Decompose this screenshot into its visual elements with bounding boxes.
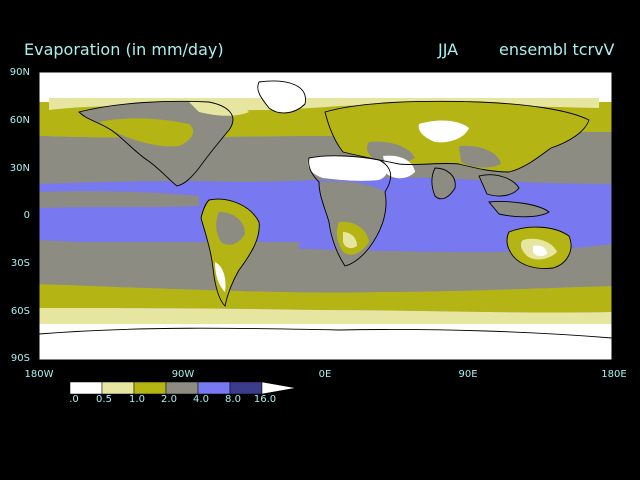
colorbar-arrow (261, 382, 297, 394)
map-title: Evaporation (in mm/day) (24, 40, 224, 59)
colorbar-label: 1.0 (129, 394, 145, 405)
evaporation-map (39, 72, 612, 360)
colorbar-label: 4.0 (193, 394, 209, 405)
lon-label: 180W (24, 369, 54, 380)
colorbar-segment (133, 382, 167, 394)
colorbar-segment (101, 382, 135, 394)
colorbar-label: .0 (69, 394, 79, 405)
lon-label: 0E (318, 369, 332, 380)
colorbar-label: 16.0 (253, 394, 277, 405)
colorbar (70, 382, 297, 394)
colorbar-segment (70, 382, 103, 394)
lat-label: 30N (9, 163, 30, 174)
run-label: ensembl tcrvV (499, 40, 615, 59)
lat-label: 60S (10, 306, 30, 317)
colorbar-segment (165, 382, 199, 394)
colorbar-segment (197, 382, 231, 394)
lon-label: 90E (458, 369, 478, 380)
lat-label: 60N (9, 115, 30, 126)
lat-label: 90S (10, 353, 30, 364)
colorbar-segment (229, 382, 263, 394)
lon-label: 180E (601, 369, 627, 380)
lat-label: 0 (23, 210, 30, 221)
lat-label: 30S (10, 258, 30, 269)
colorbar-label: 0.5 (96, 394, 112, 405)
colorbar-label: 2.0 (161, 394, 177, 405)
lon-label: 90W (171, 369, 195, 380)
colorbar-label: 8.0 (225, 394, 241, 405)
season-label: JJA (438, 40, 459, 59)
lat-label: 90N (9, 67, 30, 78)
